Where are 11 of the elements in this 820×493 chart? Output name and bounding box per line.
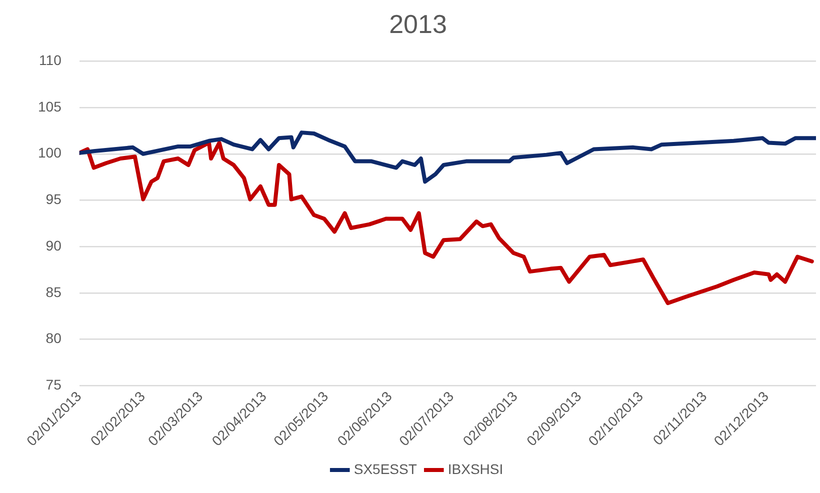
legend-label: IBXSHSI [448, 460, 504, 477]
y-tick-label: 110 [39, 52, 62, 68]
y-tick-label: 80 [46, 330, 62, 346]
y-tick-label: 90 [46, 237, 62, 254]
y-tick-label: 100 [38, 144, 62, 161]
chart-title: 2013 [389, 8, 447, 39]
y-tick-label: 95 [46, 191, 62, 208]
legend-label: SX5ESST [354, 460, 418, 477]
y-tick-label: 85 [46, 284, 62, 300]
y-tick-label: 75 [46, 376, 62, 392]
y-tick-label: 105 [38, 98, 62, 114]
